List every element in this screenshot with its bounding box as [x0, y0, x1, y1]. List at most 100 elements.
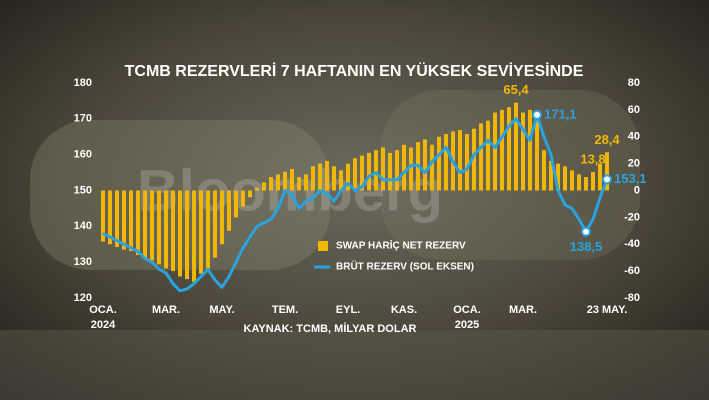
- bar: [577, 174, 581, 191]
- bar: [206, 190, 210, 269]
- bar: [437, 136, 441, 191]
- bar: [598, 163, 602, 191]
- bar: [388, 152, 392, 191]
- bar: [402, 144, 406, 191]
- bar: [297, 177, 301, 191]
- bar: [150, 190, 154, 261]
- bar: [199, 190, 203, 274]
- bar: [430, 144, 434, 191]
- x-tick-line: OCA.: [89, 304, 117, 316]
- y-tick-label: 130: [74, 256, 92, 268]
- bar: [178, 190, 182, 277]
- x-tick-label: MAY.: [209, 304, 234, 316]
- bar: [409, 147, 413, 191]
- point-marker: [532, 109, 542, 120]
- line-value-label: 171,1: [544, 106, 577, 121]
- bar: [584, 177, 588, 191]
- bar: [101, 190, 105, 242]
- bar: [458, 130, 462, 191]
- y2-tick-label: -80: [624, 292, 640, 304]
- bar: [367, 152, 371, 191]
- bar: [493, 112, 497, 191]
- bar: [318, 163, 322, 191]
- legend-swatch: [318, 241, 328, 251]
- bar: [283, 171, 287, 191]
- bar: [444, 134, 448, 191]
- bar: [374, 150, 378, 191]
- bar: [220, 190, 224, 245]
- bar: [241, 190, 245, 207]
- y2-tick-label: -40: [624, 238, 640, 250]
- bar: [227, 190, 231, 231]
- bar: [381, 147, 385, 191]
- x-tick-label: TEM.: [272, 304, 298, 316]
- bar: [360, 155, 364, 191]
- x-tick-label: KAS.: [391, 304, 417, 316]
- x-tick-line: 2025: [455, 319, 479, 331]
- source: KAYNAK: TCMB, MİLYAR DOLAR: [244, 322, 417, 335]
- bar: [255, 187, 259, 191]
- y-tick-label: 150: [74, 184, 92, 196]
- line-value-label: 138,5: [570, 239, 603, 254]
- bar: [129, 190, 133, 251]
- bar: [353, 158, 357, 191]
- bar: [395, 150, 399, 191]
- bar: [136, 190, 140, 255]
- bar: [234, 190, 238, 218]
- x-tick-line: OCA.: [453, 304, 481, 316]
- chart-title: TCMB REZERVLERİ 7 HAFTANIN EN YÜKSEK SEV…: [125, 61, 584, 80]
- bar: [507, 107, 511, 191]
- legend-label: SWAP HARİÇ NET REZERV: [336, 239, 466, 252]
- bar: [192, 190, 196, 282]
- bar: [164, 190, 168, 269]
- photo-shape: [0, 330, 709, 400]
- x-tick-label: MAR.: [509, 304, 537, 316]
- bar: [269, 177, 273, 191]
- bar: [339, 170, 343, 191]
- bar: [479, 123, 483, 191]
- line-value-label: 153,1: [614, 171, 647, 186]
- bar: [528, 109, 532, 191]
- bar: [290, 169, 294, 191]
- x-tick-label: EYL.: [336, 304, 360, 316]
- y-tick-label: 160: [74, 149, 92, 161]
- bar-value-label: 65,4: [503, 82, 529, 97]
- bar: [535, 120, 539, 191]
- x-tick-label: OCA. 2025: [453, 304, 481, 331]
- bar: [185, 190, 189, 280]
- bar: [213, 190, 217, 258]
- bar: [143, 190, 147, 258]
- bar: [514, 102, 518, 191]
- y-tick-label: 170: [74, 113, 92, 125]
- x-tick-line: 2024: [91, 319, 116, 331]
- x-tick-label: MAR.: [152, 304, 180, 316]
- bar: [332, 166, 336, 191]
- bar: [115, 190, 119, 247]
- y-tick-label: 180: [74, 77, 92, 89]
- bar: [304, 174, 308, 191]
- y2-tick-label: -60: [624, 265, 640, 277]
- y2-tick-label: 80: [628, 77, 640, 89]
- bar: [570, 170, 574, 191]
- bar-value-label: 13,8: [580, 151, 605, 166]
- y2-tick-label: 60: [628, 104, 640, 116]
- y-tick-label: 120: [74, 292, 92, 304]
- y2-tick-label: -20: [624, 211, 640, 223]
- bar: [549, 160, 553, 191]
- bar: [591, 171, 595, 191]
- bar: [563, 166, 567, 191]
- bar: [486, 120, 490, 191]
- bar: [248, 190, 252, 198]
- bar: [500, 109, 504, 191]
- bar: [465, 134, 469, 191]
- bar: [556, 163, 560, 191]
- x-tick-label: OCA. 2024: [89, 304, 117, 331]
- bar: [171, 190, 175, 272]
- bar: [122, 190, 126, 250]
- point-marker: [602, 174, 612, 185]
- bar: [423, 139, 427, 191]
- y2-tick-label: 0: [634, 184, 640, 196]
- y2-tick-label: 40: [628, 131, 640, 143]
